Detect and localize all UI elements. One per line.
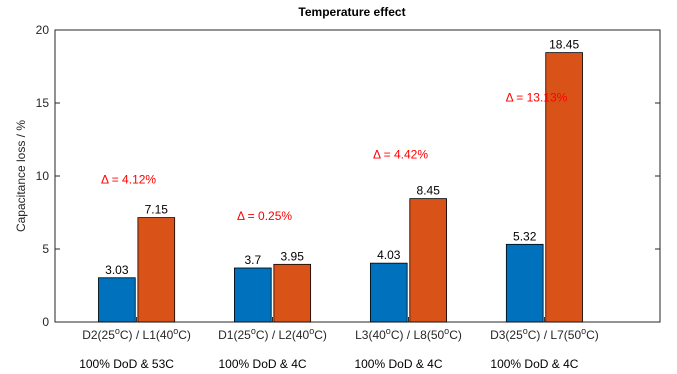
bar-value-label: 3.7 xyxy=(244,253,261,267)
chart-title: Temperature effect xyxy=(298,5,405,19)
bar-series1 xyxy=(369,262,408,323)
y-tick-label: 5 xyxy=(42,242,49,256)
bar-value-label: 4.03 xyxy=(377,248,401,262)
delta-annotation: Δ = 0.25% xyxy=(237,209,292,223)
condition-label: 100% DoD & 4C xyxy=(490,357,578,371)
y-tick-label: 20 xyxy=(36,23,50,37)
bar-series1 xyxy=(234,267,272,323)
delta-annotation: Δ = 4.12% xyxy=(101,172,156,186)
bar-series2 xyxy=(137,217,176,323)
delta-annotation: Δ = 4.42% xyxy=(373,147,428,161)
chart-marks: 0 5 10 15 20 D2(25oC) / L1(40oC) 100% DoD & 53… xyxy=(36,23,660,371)
bar-value-label: 8.45 xyxy=(417,184,441,198)
bar-series1 xyxy=(505,243,544,323)
condition-label: 100% DoD & 53C xyxy=(79,357,174,371)
bar-value-label: 3.03 xyxy=(105,263,129,277)
y-tick-label: 0 xyxy=(42,315,49,329)
condition-label: 100% DoD & 4C xyxy=(219,357,307,371)
bar-series1 xyxy=(98,277,136,323)
x-tick-label: D2(25oC) / L1(40oC) xyxy=(82,326,191,342)
bar-value-label: 7.15 xyxy=(145,203,169,217)
x-tick-label: D1(25oC) / L2(40oC) xyxy=(218,326,327,342)
y-tick-label: 15 xyxy=(36,96,50,110)
x-tick-label: L3(40oC) / L8(50oC) xyxy=(355,326,462,342)
bar-series2 xyxy=(273,263,312,323)
x-tick-label: D3(25oC) / L7(50oC) xyxy=(490,326,599,342)
y-tick-label: 10 xyxy=(36,169,50,183)
bar-value-label: 5.32 xyxy=(513,229,537,243)
bar-series2 xyxy=(409,198,447,323)
bar-value-label: 3.95 xyxy=(281,249,305,263)
bar-series2 xyxy=(545,52,583,323)
condition-label: 100% DoD & 4C xyxy=(354,357,442,371)
delta-annotation: Δ = 13.13% xyxy=(506,91,568,105)
y-axis-label: Capacitance loss / % xyxy=(14,120,28,232)
bar-value-label: 18.45 xyxy=(549,38,579,52)
